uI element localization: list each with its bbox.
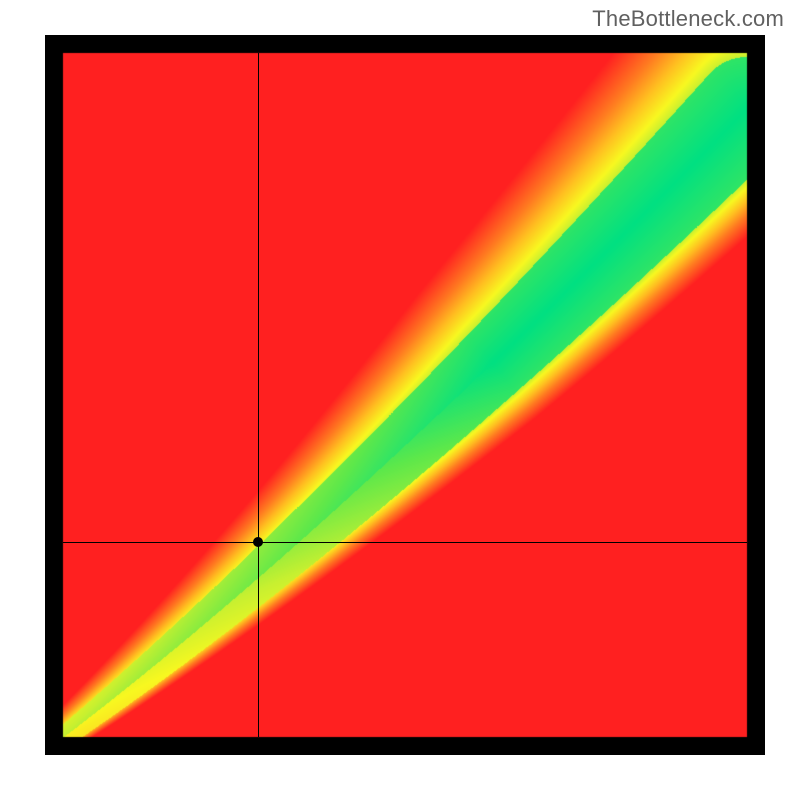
crosshair-marker [253, 537, 263, 547]
chart-container: TheBottleneck.com [0, 0, 800, 800]
watermark-label: TheBottleneck.com [592, 6, 784, 32]
plot-frame [45, 35, 765, 755]
crosshair-vertical [258, 53, 259, 737]
crosshair-horizontal [63, 542, 747, 543]
heatmap-canvas [45, 35, 765, 755]
